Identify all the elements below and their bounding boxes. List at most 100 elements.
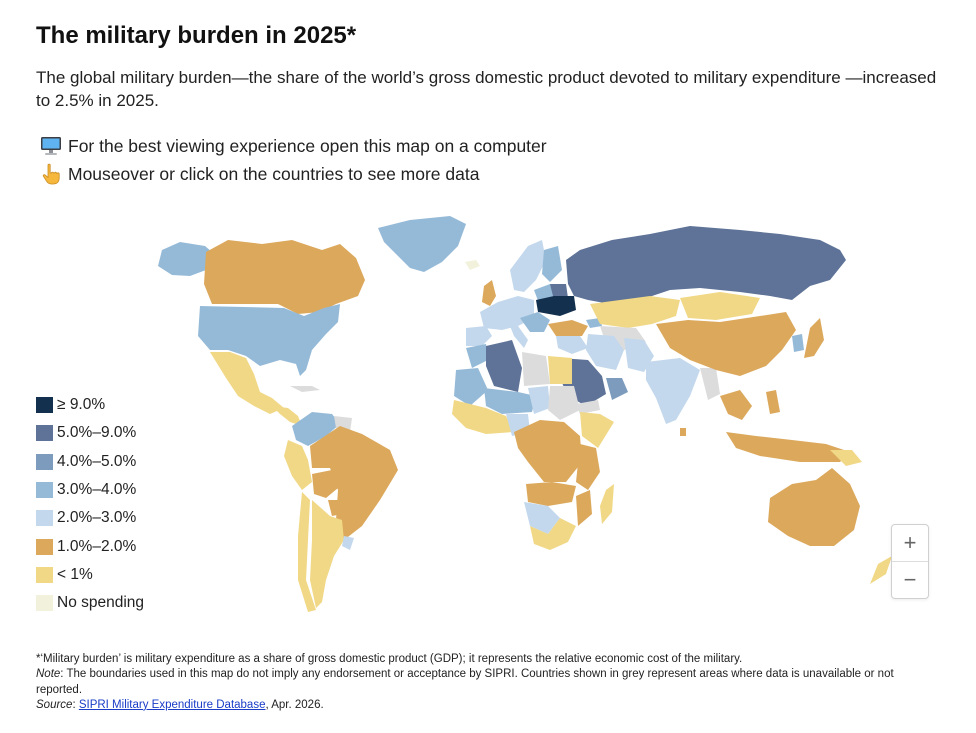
country-chile[interactable]: [298, 492, 316, 612]
legend-item[interactable]: 1.0%–2.0%: [36, 532, 144, 560]
country-kenya-tanzania[interactable]: [576, 444, 600, 490]
country-balkans[interactable]: [520, 312, 550, 332]
country-russia[interactable]: [566, 226, 846, 304]
legend-item[interactable]: 4.0%–5.0%: [36, 448, 144, 476]
legend-item[interactable]: ≥ 9.0%: [36, 391, 144, 419]
country-papua-new-guinea[interactable]: [830, 450, 862, 466]
source-label: Source: [36, 698, 73, 711]
legend-item[interactable]: < 1%: [36, 561, 144, 589]
source-date: , Apr. 2026.: [265, 698, 324, 711]
legend-label: 5.0%–9.0%: [57, 424, 137, 442]
legend-item[interactable]: 2.0%–3.0%: [36, 504, 144, 532]
country-central-africa[interactable]: [514, 420, 582, 482]
boundary-note: Note: The boundaries used in this map do…: [36, 667, 936, 698]
note-text: : The boundaries used in this map do not…: [36, 668, 894, 696]
country-peru-ecuador[interactable]: [284, 440, 312, 490]
country-sri-lanka[interactable]: [680, 428, 686, 436]
country-paraguay[interactable]: [328, 500, 342, 516]
country-turkey[interactable]: [548, 320, 588, 336]
country-yemen[interactable]: [576, 400, 600, 414]
country-china[interactable]: [656, 312, 796, 376]
country-morocco[interactable]: [466, 344, 488, 368]
zoom-out-button[interactable]: −: [903, 567, 917, 592]
country-korea[interactable]: [792, 334, 804, 352]
country-spain-portugal[interactable]: [466, 326, 492, 346]
country-libya[interactable]: [522, 352, 550, 386]
country-western-sahara-mauritania[interactable]: [454, 368, 488, 406]
source-note: Source: SIPRI Military Expenditure Datab…: [36, 698, 936, 713]
country-western-europe[interactable]: [480, 296, 534, 330]
country-iraq-syria[interactable]: [556, 336, 588, 354]
pointing-hand-icon: [38, 163, 64, 185]
country-mongolia[interactable]: [680, 292, 760, 320]
country-colombia-venezuela[interactable]: [292, 412, 340, 446]
page-title: The military burden in 2025*: [36, 22, 357, 49]
country-iran[interactable]: [586, 334, 624, 370]
country-angola-zambia[interactable]: [526, 482, 576, 506]
country-egypt[interactable]: [548, 356, 572, 384]
zoom-controls: + −: [891, 524, 929, 599]
country-madagascar[interactable]: [600, 484, 614, 524]
country-canada[interactable]: [204, 240, 365, 314]
country-cuba[interactable]: [290, 386, 320, 392]
country-namibia-botswana[interactable]: [524, 502, 560, 534]
country-algeria[interactable]: [486, 340, 522, 392]
country-norway-sweden[interactable]: [510, 240, 546, 292]
country-indonesia[interactable]: [726, 432, 850, 462]
note-label: Note: [36, 668, 61, 681]
source-link[interactable]: SIPRI Military Expenditure Database: [78, 698, 266, 711]
country-kazakhstan[interactable]: [590, 296, 680, 328]
legend-label: < 1%: [57, 565, 93, 583]
country-india[interactable]: [646, 358, 700, 424]
country-chad[interactable]: [528, 386, 550, 414]
country-mozambique[interactable]: [576, 490, 592, 526]
legend-swatch: [36, 510, 53, 527]
country-finland[interactable]: [542, 246, 562, 282]
page-subtitle: The global military burden—the share of …: [36, 68, 937, 110]
tip-mouseover: Mouseover or click on the countries to s…: [38, 163, 479, 185]
legend-swatch: [36, 453, 53, 470]
legend-label: 1.0%–2.0%: [57, 537, 137, 555]
country-alaska-usa[interactable]: [158, 242, 212, 276]
tip-computer-text: For the best viewing experience open thi…: [68, 135, 547, 156]
country-argentina[interactable]: [310, 500, 344, 608]
definition-note: *‘Military burden’ is military expenditu…: [36, 653, 743, 665]
legend-label: 4.0%–5.0%: [57, 452, 137, 470]
country-new-zealand[interactable]: [870, 556, 892, 584]
country-southeast-asia[interactable]: [720, 390, 752, 420]
country-mali-niger[interactable]: [484, 388, 536, 414]
zoom-divider: [892, 561, 928, 562]
country-sudan[interactable]: [548, 386, 580, 420]
country-ukraine[interactable]: [536, 296, 576, 316]
country-south-africa[interactable]: [530, 518, 576, 550]
footer-notes: *‘Military burden’ is military expenditu…: [36, 652, 936, 713]
country-myanmar[interactable]: [700, 368, 720, 400]
legend-item[interactable]: No spending: [36, 589, 144, 617]
source-separator: :: [72, 698, 79, 711]
zoom-in-button[interactable]: +: [903, 530, 917, 555]
country-italy[interactable]: [510, 326, 528, 348]
legend-label: ≥ 9.0%: [57, 396, 106, 414]
country-caucasus[interactable]: [586, 318, 602, 328]
country-mexico[interactable]: [210, 352, 284, 414]
country-philippines[interactable]: [766, 390, 780, 414]
country-australia[interactable]: [768, 468, 860, 546]
legend-item[interactable]: 3.0%–4.0%: [36, 476, 144, 504]
country-brazil[interactable]: [310, 426, 398, 540]
legend-swatch: [36, 482, 53, 499]
legend-item[interactable]: 5.0%–9.0%: [36, 419, 144, 447]
country-japan[interactable]: [804, 318, 824, 358]
country-greenland[interactable]: [378, 216, 466, 272]
country-central-america[interactable]: [272, 406, 302, 426]
country-uruguay[interactable]: [342, 536, 354, 550]
country-iceland[interactable]: [465, 260, 480, 270]
country-west-africa[interactable]: [452, 400, 514, 434]
desktop-computer-icon: [38, 135, 64, 157]
legend-swatch: [36, 397, 53, 414]
country-usa[interactable]: [198, 304, 340, 376]
country-uk[interactable]: [482, 280, 496, 306]
country-oman-uae[interactable]: [606, 378, 628, 400]
country-ethiopia-somalia[interactable]: [580, 412, 614, 448]
tip-mouseover-text: Mouseover or click on the countries to s…: [68, 163, 480, 184]
country-bolivia[interactable]: [312, 470, 338, 498]
